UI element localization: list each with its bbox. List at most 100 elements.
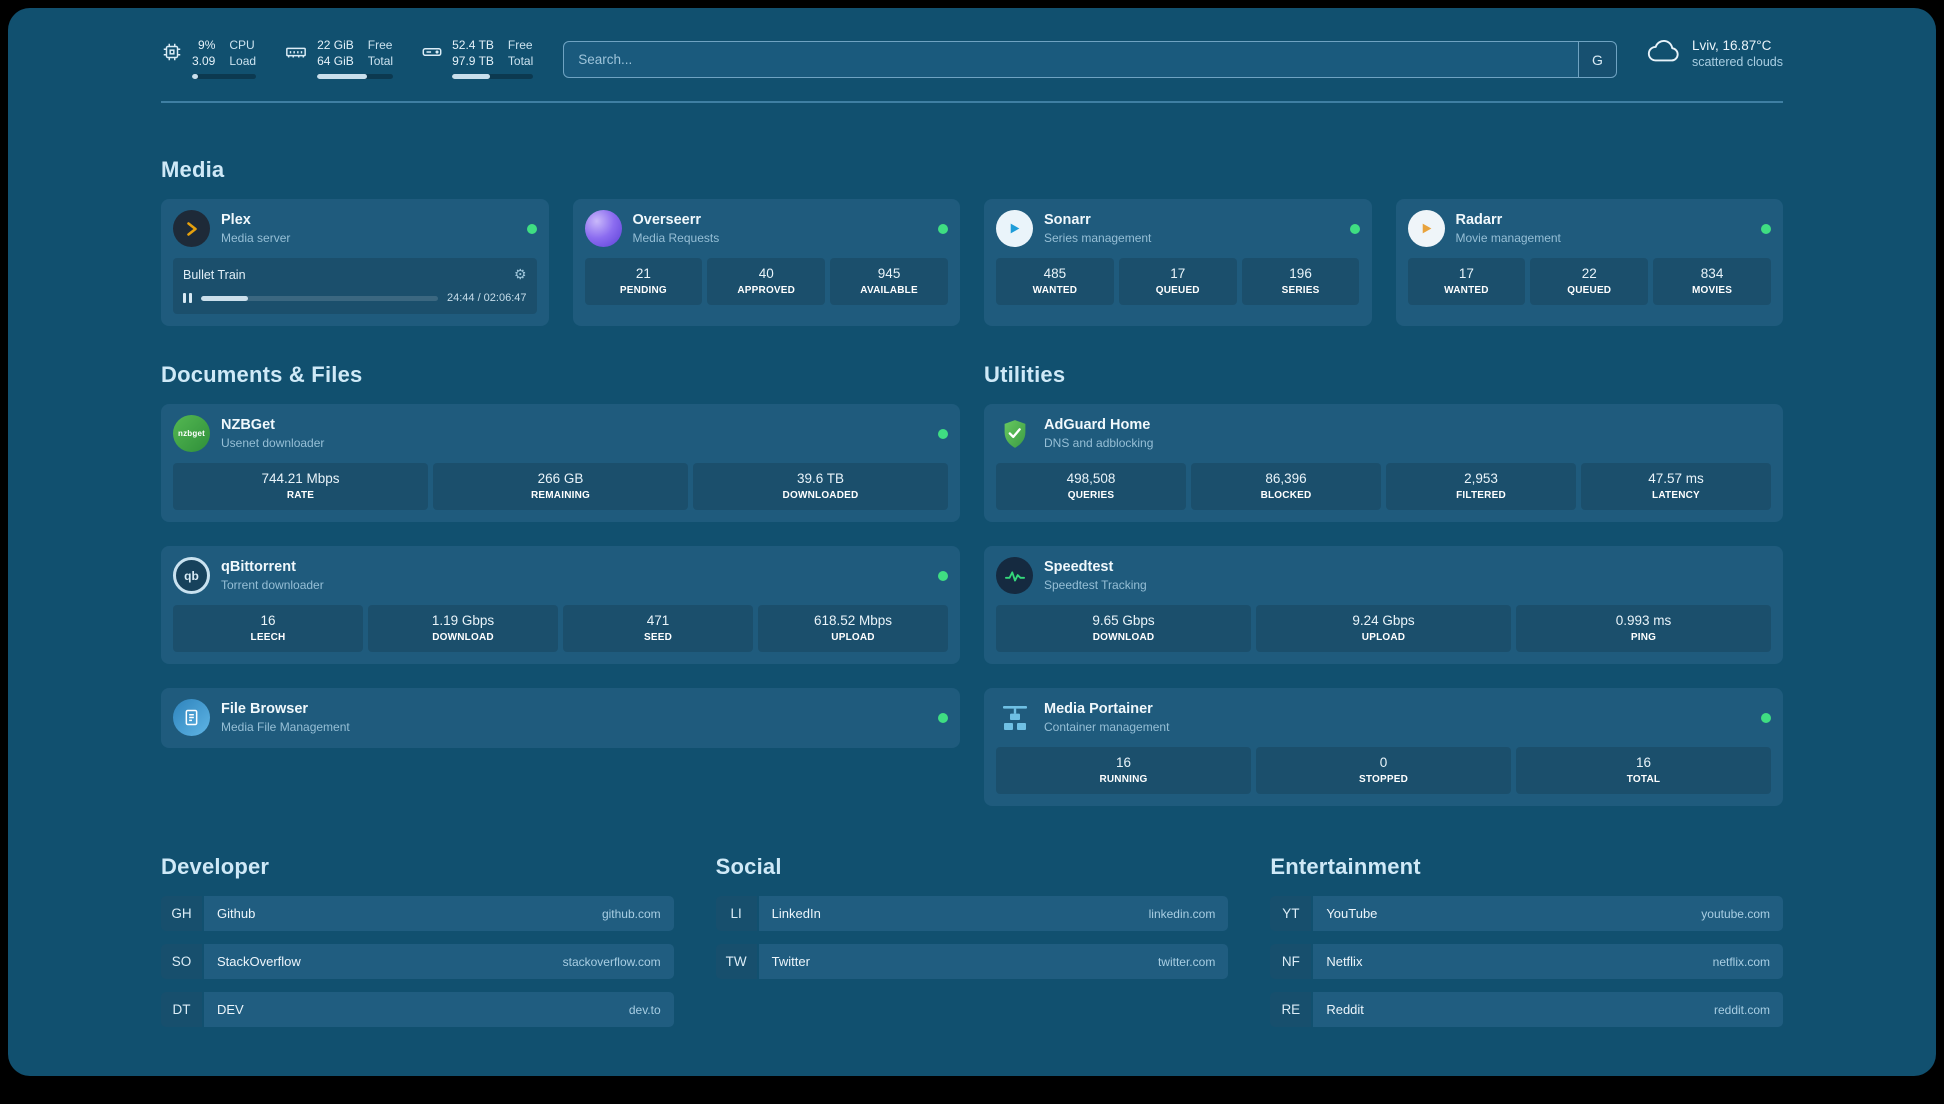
bookmark-twitter[interactable]: TW Twitter twitter.com [715, 944, 1229, 979]
filebrowser-link[interactable]: File Browser Media File Management [173, 699, 948, 736]
stat-queued: 22 QUEUED [1530, 258, 1649, 305]
bookmark-domain: youtube.com [1701, 906, 1770, 921]
memory-free: 22 GiB [317, 38, 354, 52]
bookmark-linkedin[interactable]: LI LinkedIn linkedin.com [715, 896, 1229, 931]
bookmark-abbr: NF [1270, 944, 1312, 979]
service-name: Plex [221, 212, 251, 228]
status-dot [938, 712, 948, 723]
memory-widget: 22 GiB Free 64 GiB Total [284, 38, 394, 79]
speedtest-icon [996, 557, 1033, 594]
bookmark-dev[interactable]: DT DEV dev.to [161, 992, 674, 1027]
service-name: NZBGet [221, 417, 275, 433]
service-name: Media Portainer [1044, 701, 1153, 717]
service-card-sonarr: Sonarr Series management 485 WANTED 17 Q… [984, 199, 1372, 326]
bookmark-abbr: TW [715, 944, 757, 979]
memory-total-label: Total [367, 54, 394, 68]
bookmark-abbr: LI [715, 896, 757, 931]
service-name: AdGuard Home [1044, 417, 1151, 433]
stat-upload: 9.24 Gbps UPLOAD [1256, 605, 1511, 652]
cpu-load: 3.09 [192, 54, 216, 68]
service-desc: Speedtest Tracking [1044, 578, 1147, 592]
bookmark-abbr: YT [1270, 896, 1312, 931]
bookmark-reddit[interactable]: RE Reddit reddit.com [1270, 992, 1783, 1027]
disk-total-label: Total [507, 54, 534, 68]
service-name: qBittorrent [221, 559, 296, 575]
plex-icon [173, 210, 210, 247]
plex-link[interactable]: Plex Media server [173, 210, 537, 247]
cpu-load-label: Load [229, 54, 257, 68]
bookmark-name: Twitter [771, 954, 810, 969]
section-title-developer: Developer [161, 854, 270, 879]
section-developer: Developer GH Github github.com SO StackO… [161, 854, 674, 1040]
search-provider-button[interactable]: G [1577, 42, 1616, 77]
bookmark-stackoverflow[interactable]: SO StackOverflow stackoverflow.com [161, 944, 674, 979]
bookmark-domain: dev.to [628, 1002, 661, 1017]
search-bar: G [563, 41, 1617, 78]
section-media: Media Plex Media server [161, 157, 1783, 326]
radarr-link[interactable]: Radarr Movie management [1407, 210, 1771, 247]
cpu-icon [161, 41, 183, 79]
bookmark-domain: github.com [601, 906, 661, 921]
cpu-progress-bar [192, 74, 257, 79]
gear-icon[interactable]: ⚙ [513, 266, 527, 282]
stat-rate: 744.21 Mbps RATE [173, 463, 428, 510]
playback-time: 24:44 / 02:06:47 [446, 292, 527, 304]
disk-icon [421, 41, 443, 79]
adguard-link[interactable]: AdGuard Home DNS and adblocking [996, 415, 1771, 452]
nzbget-link[interactable]: nzbget NZBGet Usenet downloader [173, 415, 948, 452]
status-dot [1761, 712, 1771, 723]
plex-now-playing: Bullet Train ⚙ 24:44 / 02:06:47 [173, 258, 537, 314]
section-entertainment: Entertainment YT YouTube youtube.com NF … [1270, 854, 1783, 1040]
service-name: File Browser [221, 701, 309, 717]
stat-seed: 471 SEED [563, 605, 753, 652]
service-card-nzbget: nzbget NZBGet Usenet downloader 744.21 M… [161, 404, 960, 522]
bookmark-domain: netflix.com [1712, 954, 1770, 969]
resource-widgets: 9% CPU 3.09 Load [161, 38, 534, 79]
search-input[interactable] [563, 41, 1617, 78]
bookmark-abbr: SO [161, 944, 202, 979]
service-card-portainer: Media Portainer Container management 16 … [984, 688, 1783, 806]
memory-free-label: Free [367, 38, 393, 52]
bookmark-name: StackOverflow [217, 954, 301, 969]
portainer-icon [996, 699, 1033, 736]
qbittorrent-icon: qb [173, 557, 210, 594]
portainer-link[interactable]: Media Portainer Container management [996, 699, 1771, 736]
memory-total: 64 GiB [317, 54, 354, 68]
service-card-filebrowser: File Browser Media File Management [161, 688, 960, 748]
sonarr-link[interactable]: Sonarr Series management [996, 210, 1360, 247]
stat-total: 16 TOTAL [1516, 747, 1771, 794]
bookmark-netflix[interactable]: NF Netflix netflix.com [1270, 944, 1783, 979]
stat-downloaded: 39.6 TB DOWNLOADED [693, 463, 948, 510]
overseerr-link[interactable]: Overseerr Media Requests [584, 210, 948, 247]
service-name: Overseerr [632, 212, 702, 228]
stat-filtered: 2,953 FILTERED [1386, 463, 1576, 510]
disk-free: 52.4 TB [452, 38, 494, 52]
status-dot [938, 223, 948, 234]
qbittorrent-link[interactable]: qb qBittorrent Torrent downloader [173, 557, 948, 594]
service-name: Radarr [1455, 212, 1503, 228]
stat-download: 1.19 Gbps DOWNLOAD [368, 605, 558, 652]
stat-series: 196 SERIES [1241, 258, 1360, 305]
stat-wanted: 17 WANTED [1407, 258, 1526, 305]
status-dot [938, 570, 948, 581]
bookmark-name: DEV [217, 1002, 244, 1017]
service-card-qbittorrent: qb qBittorrent Torrent downloader 16 LEE… [161, 546, 960, 664]
playback-progress[interactable] [201, 295, 438, 301]
pause-icon[interactable] [183, 293, 192, 303]
service-name: Sonarr [1044, 212, 1091, 228]
stat-download: 9.65 Gbps DOWNLOAD [996, 605, 1251, 652]
speedtest-link[interactable]: Speedtest Speedtest Tracking [996, 557, 1771, 594]
top-bar: 9% CPU 3.09 Load [161, 38, 1783, 79]
bookmark-domain: reddit.com [1713, 1002, 1770, 1017]
service-desc: DNS and adblocking [1044, 436, 1154, 450]
bookmark-github[interactable]: GH Github github.com [161, 896, 674, 931]
section-title-utilities: Utilities [984, 362, 1066, 387]
cpu-percent: 9% [198, 38, 216, 52]
stat-upload: 618.52 Mbps UPLOAD [758, 605, 948, 652]
stat-available: 945 AVAILABLE [830, 258, 948, 305]
bookmark-domain: stackoverflow.com [562, 954, 661, 969]
weather-widget: Lviv, 16.87°C scattered clouds [1647, 38, 1783, 69]
service-desc: Media Requests [632, 231, 720, 245]
stat-movies: 834 MOVIES [1653, 258, 1771, 305]
bookmark-youtube[interactable]: YT YouTube youtube.com [1270, 896, 1783, 931]
